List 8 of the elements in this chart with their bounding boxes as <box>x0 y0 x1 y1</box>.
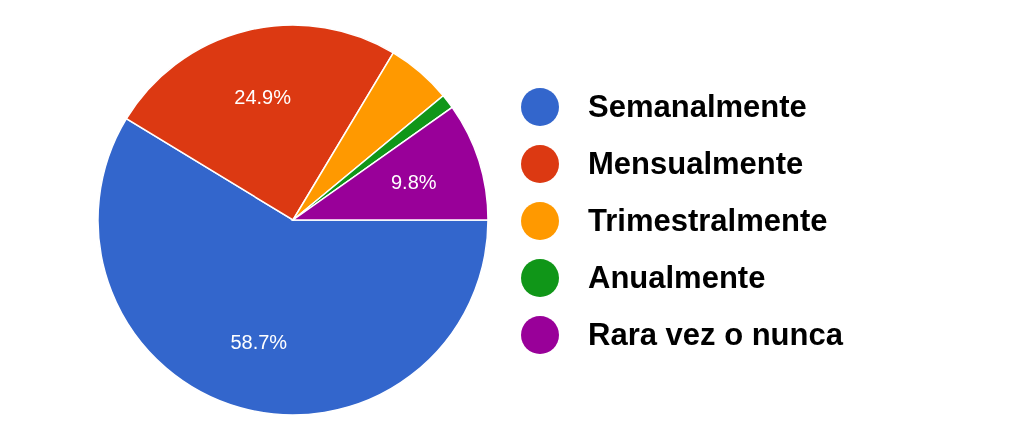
legend-label: Anualmente <box>588 259 766 296</box>
data-label: 9.8% <box>390 170 437 193</box>
legend-label: Rara vez o nunca <box>588 316 843 353</box>
data-label: 24.9% <box>234 85 292 108</box>
data-label: 58.7% <box>230 331 288 354</box>
legend-label: Trimestralmente <box>588 202 828 239</box>
legend-label: Semanalmente <box>588 88 807 125</box>
legend-label: Mensualmente <box>588 145 804 182</box>
